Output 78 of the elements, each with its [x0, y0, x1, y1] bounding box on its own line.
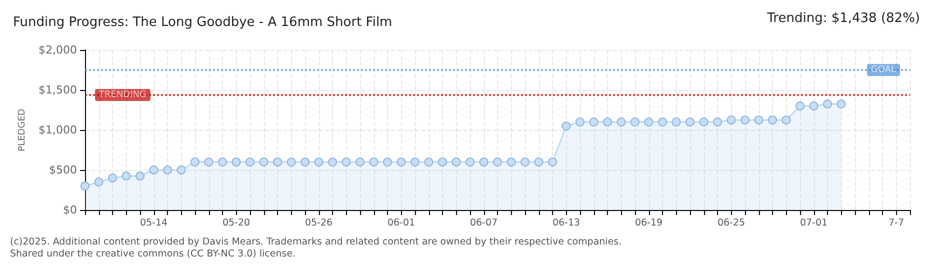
point [424, 158, 434, 166]
point [122, 172, 131, 180]
chart-title: Funding Progress: The Long Goodbye - A 16mm Short Film [13, 15, 392, 30]
point [686, 118, 694, 126]
point [823, 100, 832, 108]
point [246, 158, 254, 166]
y-axis-title: PLEDGED [18, 108, 28, 152]
y-tick-label: $2,000 [38, 44, 77, 56]
point [328, 158, 337, 166]
x-tick-label: 05-26 [304, 218, 333, 228]
point [616, 118, 626, 126]
x-tick-label: 05-20 [222, 218, 250, 228]
point [438, 158, 447, 166]
text: Trending: $1,438 (82%) [766, 11, 920, 26]
y-tick-label: $1,500 [38, 84, 77, 96]
x-tick-label: 06-07 [470, 218, 498, 228]
point [740, 116, 750, 124]
point [466, 158, 474, 166]
ref-line-label: TRENDING [98, 90, 146, 100]
y-tick-label: $0 [63, 204, 77, 216]
point [356, 158, 364, 166]
point [190, 158, 200, 166]
point [713, 118, 722, 126]
point [630, 118, 640, 126]
point [452, 158, 461, 166]
point [108, 174, 117, 182]
point [726, 116, 736, 124]
point [369, 158, 378, 166]
point [396, 158, 406, 166]
point [809, 102, 818, 110]
x-tick-label: 06-25 [717, 218, 746, 228]
point [286, 158, 296, 166]
point [410, 158, 420, 166]
x-tick-label: 06-19 [634, 218, 663, 228]
point [562, 122, 571, 130]
point [836, 100, 846, 108]
y-tick-label: $500 [49, 164, 77, 176]
point [94, 178, 104, 186]
point [699, 118, 708, 126]
point [658, 118, 667, 126]
point [342, 158, 351, 166]
point [534, 158, 544, 166]
point [314, 158, 324, 166]
x-tick-label: 7-7 [888, 218, 904, 228]
point [796, 102, 804, 110]
point [576, 118, 584, 126]
point [479, 158, 488, 166]
point [506, 158, 516, 166]
point [218, 158, 227, 166]
point [589, 118, 598, 126]
point [548, 158, 557, 166]
text: Shared under the creative commons (CC BY-NC 3.0) license. [10, 248, 296, 260]
point [259, 158, 268, 166]
x-tick-label: 07-01 [800, 218, 828, 228]
point [273, 158, 282, 166]
point [768, 116, 777, 124]
point [672, 118, 681, 126]
x-tick-label: 06-13 [552, 218, 580, 228]
ref-line-label: GOAL [870, 65, 896, 75]
point [300, 158, 310, 166]
point [136, 172, 144, 180]
point [176, 166, 186, 174]
x-tick-label: 06-01 [387, 218, 416, 228]
point [232, 158, 241, 166]
point [644, 118, 654, 126]
point [149, 166, 158, 174]
point [163, 166, 172, 174]
x-tick-label: 05-14 [140, 218, 168, 228]
point [782, 116, 791, 124]
point [754, 116, 764, 124]
point [204, 158, 214, 166]
text: (c)2025. Additional content provided by Davis Mears. Trademarks and related content are owned by their respective companies. [10, 236, 622, 248]
point [603, 118, 612, 126]
point [493, 158, 502, 166]
point [520, 158, 530, 166]
point [383, 158, 392, 166]
point [80, 182, 90, 190]
y-tick-label: $1,000 [38, 124, 77, 136]
